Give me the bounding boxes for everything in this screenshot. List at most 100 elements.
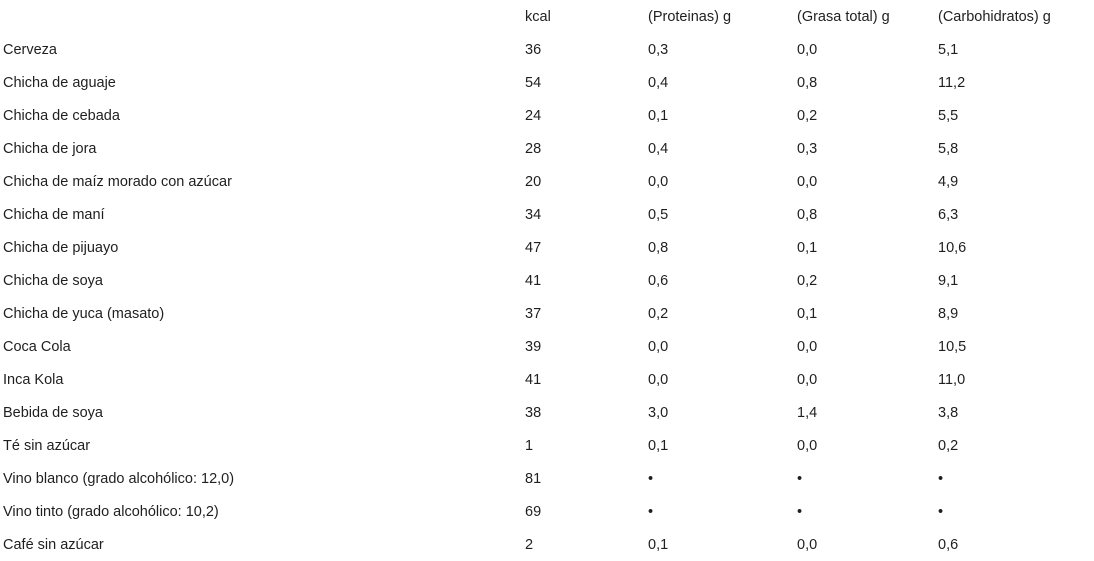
header-row: kcal (Proteinas) g (Grasa total) g (Carb…	[0, 0, 1094, 33]
table-row: Vino blanco (grado alcohólico: 12,0) 81 • •…	[0, 462, 1094, 495]
protein-cell: 0,6	[648, 272, 669, 289]
carbs-cell: 9,1	[938, 272, 959, 289]
carbs-cell: 11,2	[938, 74, 966, 91]
food-name-cell: Cerveza	[3, 41, 57, 58]
kcal-cell: 54	[525, 74, 542, 91]
table-row: Chicha de yuca (masato) 37 0,2 0,1 8,9	[0, 297, 1094, 330]
food-name-cell: Chicha de pijuayo	[3, 239, 119, 256]
kcal-cell: 41	[525, 272, 542, 289]
food-name-cell: Vino blanco (grado alcohólico: 12,0)	[3, 470, 235, 487]
fat-cell: 1,4	[797, 404, 818, 421]
protein-cell: 0,3	[648, 41, 669, 58]
food-name-cell: Chicha de aguaje	[3, 74, 116, 91]
protein-cell: 0,2	[648, 305, 669, 322]
header-carbs: (Carbohidratos) g	[938, 8, 1051, 25]
food-name-cell: Chicha de maní	[3, 206, 105, 223]
food-name-cell: Chicha de jora	[3, 140, 97, 157]
protein-cell: •	[648, 470, 654, 487]
carbs-cell: 0,6	[938, 536, 959, 553]
table-row: Chicha de cebada 24 0,1 0,2 5,5	[0, 99, 1094, 132]
protein-cell: 3,0	[648, 404, 669, 421]
table-row: Té sin azúcar 1 0,1 0,0 0,2	[0, 429, 1094, 462]
carbs-cell: 3,8	[938, 404, 959, 421]
fat-cell: 0,0	[797, 338, 818, 355]
protein-cell: 0,0	[648, 371, 669, 388]
table-row: Cerveza 36 0,3 0,0 5,1	[0, 33, 1094, 66]
kcal-cell: 28	[525, 140, 542, 157]
food-name-cell: Chicha de maíz morado con azúcar	[3, 173, 232, 190]
food-name-cell: Té sin azúcar	[3, 437, 91, 454]
kcal-cell: 41	[525, 371, 542, 388]
kcal-cell: 1	[525, 437, 534, 454]
table-row: Chicha de aguaje 54 0,4 0,8 11,2	[0, 66, 1094, 99]
food-name-cell: Chicha de yuca (masato)	[3, 305, 165, 322]
carbs-cell: 4,9	[938, 173, 959, 190]
protein-cell: 0,4	[648, 140, 669, 157]
food-name-cell: Bebida de soya	[3, 404, 103, 421]
table-row: Coca Cola 39 0,0 0,0 10,5	[0, 330, 1094, 363]
carbs-cell: •	[938, 470, 944, 487]
table-header: kcal (Proteinas) g (Grasa total) g (Carb…	[0, 0, 1094, 33]
fat-cell: 0,2	[797, 272, 818, 289]
fat-cell: •	[797, 470, 803, 487]
carbs-cell: 8,9	[938, 305, 959, 322]
carbs-cell: •	[938, 503, 944, 520]
carbs-cell: 0,2	[938, 437, 959, 454]
fat-cell: 0,0	[797, 536, 818, 553]
kcal-cell: 39	[525, 338, 542, 355]
header-food	[0, 0, 525, 33]
food-name-cell: Café sin azúcar	[3, 536, 104, 553]
fat-cell: 0,0	[797, 41, 818, 58]
carbs-cell: 10,5	[938, 338, 967, 355]
protein-cell: 0,4	[648, 74, 669, 91]
protein-cell: 0,1	[648, 437, 669, 454]
fat-cell: •	[797, 503, 803, 520]
carbs-cell: 5,8	[938, 140, 959, 157]
carbs-cell: 10,6	[938, 239, 967, 256]
fat-cell: 0,0	[797, 173, 818, 190]
food-name-cell: Inca Kola	[3, 371, 64, 388]
fat-cell: 0,8	[797, 206, 818, 223]
food-name-cell: Chicha de soya	[3, 272, 103, 289]
protein-cell: •	[648, 503, 654, 520]
table-row: Chicha de pijuayo 47 0,8 0,1 10,6	[0, 231, 1094, 264]
table-row: Chicha de jora 28 0,4 0,3 5,8	[0, 132, 1094, 165]
carbs-cell: 11,0	[938, 371, 966, 388]
kcal-cell: 2	[525, 536, 534, 553]
fat-cell: 0,1	[797, 239, 818, 256]
carbs-cell: 6,3	[938, 206, 959, 223]
fat-cell: 0,2	[797, 107, 818, 124]
kcal-cell: 81	[525, 470, 542, 487]
fat-cell: 0,8	[797, 74, 818, 91]
fat-cell: 0,3	[797, 140, 818, 157]
carbs-cell: 5,5	[938, 107, 959, 124]
protein-cell: 0,1	[648, 536, 669, 553]
table-row: Bebida de soya 38 3,0 1,4 3,8	[0, 396, 1094, 429]
table-row: Chicha de maní 34 0,5 0,8 6,3	[0, 198, 1094, 231]
protein-cell: 0,5	[648, 206, 669, 223]
protein-cell: 0,1	[648, 107, 669, 124]
header-fat: (Grasa total) g	[797, 8, 890, 25]
table-body: Cerveza 36 0,3 0,0 5,1 Chicha de aguaje 54 0,4 0…	[0, 33, 1094, 561]
food-name-cell: Chicha de cebada	[3, 107, 120, 124]
table-row: Vino tinto (grado alcohólico: 10,2) 69 • • •	[0, 495, 1094, 528]
carbs-cell: 5,1	[938, 41, 959, 58]
header-kcal: kcal	[525, 8, 551, 25]
protein-cell: 0,0	[648, 173, 669, 190]
food-name-cell: Vino tinto (grado alcohólico: 10,2)	[3, 503, 219, 520]
kcal-cell: 38	[525, 404, 542, 421]
kcal-cell: 37	[525, 305, 542, 322]
protein-cell: 0,0	[648, 338, 669, 355]
fat-cell: 0,1	[797, 305, 818, 322]
table-row: Chicha de soya 41 0,6 0,2 9,1	[0, 264, 1094, 297]
table-row: Café sin azúcar 2 0,1 0,0 0,6	[0, 528, 1094, 561]
table-row: Inca Kola 41 0,0 0,0 11,0	[0, 363, 1094, 396]
kcal-cell: 69	[525, 503, 542, 520]
kcal-cell: 36	[525, 41, 542, 58]
table-row: Chicha de maíz morado con azúcar 20 0,0 0,0…	[0, 165, 1094, 198]
fat-cell: 0,0	[797, 437, 818, 454]
kcal-cell: 34	[525, 206, 542, 223]
fat-cell: 0,0	[797, 371, 818, 388]
kcal-cell: 20	[525, 173, 542, 190]
